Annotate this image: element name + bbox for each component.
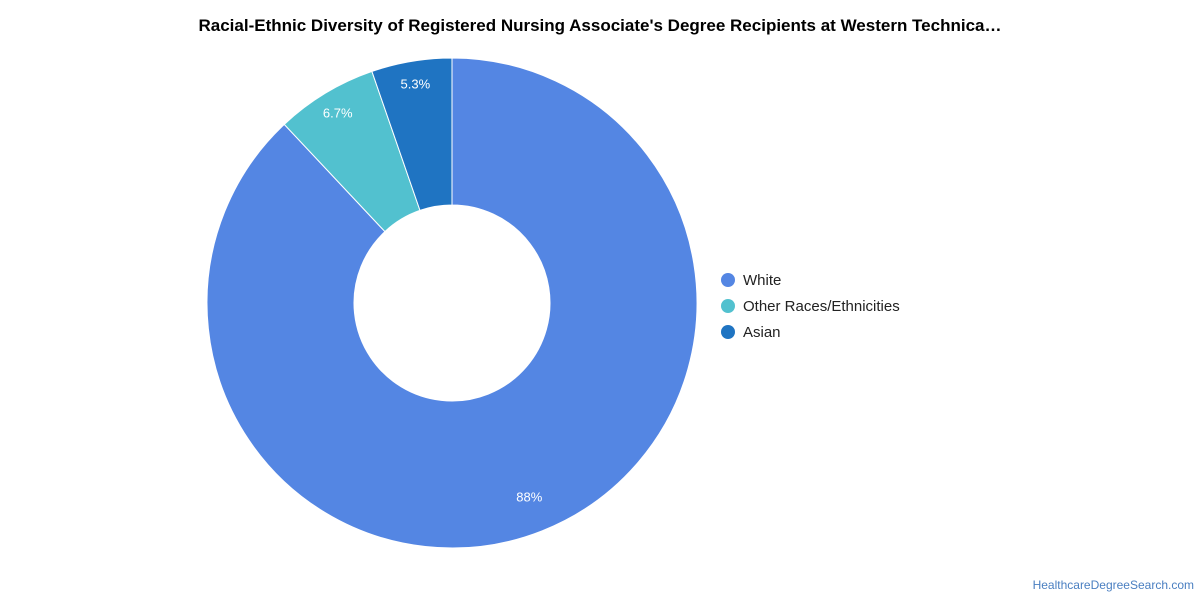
slice-label-asian: 5.3%	[401, 76, 431, 91]
source-link[interactable]: HealthcareDegreeSearch.com	[1032, 578, 1194, 592]
legend-item-asian[interactable]: Asian	[721, 319, 900, 345]
chart-legend: White Other Races/Ethnicities Asian	[721, 267, 900, 345]
legend-label-white: White	[743, 271, 782, 289]
legend-item-white[interactable]: White	[721, 267, 900, 293]
legend-swatch-white	[721, 273, 735, 287]
donut-slice-asian[interactable]	[371, 57, 453, 212]
legend-swatch-other-races	[721, 299, 735, 313]
legend-label-other-races: Other Races/Ethnicities	[743, 297, 900, 315]
slice-label-white: 88%	[516, 490, 542, 505]
legend-item-other-races[interactable]: Other Races/Ethnicities	[721, 293, 900, 319]
slice-label-other-races: 6.7%	[323, 105, 353, 120]
chart-title: Racial-Ethnic Diversity of Registered Nu…	[198, 16, 1002, 35]
donut-slice-white[interactable]	[206, 57, 698, 549]
legend-label-asian: Asian	[743, 323, 781, 341]
legend-swatch-asian	[721, 325, 735, 339]
